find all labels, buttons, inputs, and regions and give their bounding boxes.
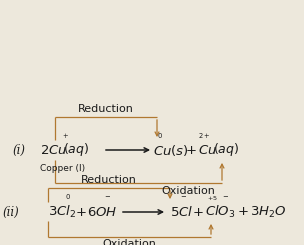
Text: $2\mathit{Cu}$: $2\mathit{Cu}$ bbox=[40, 144, 67, 157]
Text: $5\mathit{Cl}$: $5\mathit{Cl}$ bbox=[170, 205, 193, 219]
Text: $\mathit{Cu}$: $\mathit{Cu}$ bbox=[198, 144, 217, 157]
Text: $\mathit{ClO}_3$: $\mathit{ClO}_3$ bbox=[205, 204, 236, 220]
Text: Oxidation: Oxidation bbox=[102, 239, 157, 245]
Text: $+\,3\mathit{H}_2\mathit{O}$: $+\,3\mathit{H}_2\mathit{O}$ bbox=[237, 204, 287, 220]
Text: Reduction: Reduction bbox=[81, 175, 137, 185]
Text: $\mathit{(aq)}$: $\mathit{(aq)}$ bbox=[213, 142, 239, 159]
Text: $\mathit{(aq)}$: $\mathit{(aq)}$ bbox=[63, 142, 89, 159]
Text: $6\mathit{OH}$: $6\mathit{OH}$ bbox=[87, 206, 117, 219]
Text: $^{2+}$: $^{2+}$ bbox=[198, 133, 211, 143]
Text: $^{-}$: $^{-}$ bbox=[181, 194, 188, 204]
Text: $+$: $+$ bbox=[185, 144, 197, 157]
Text: $^{+}$: $^{+}$ bbox=[62, 133, 69, 143]
Text: $3\mathit{Cl}_2$: $3\mathit{Cl}_2$ bbox=[48, 204, 76, 220]
Text: Reduction: Reduction bbox=[78, 104, 134, 114]
Text: Oxidation: Oxidation bbox=[161, 186, 215, 196]
Text: $+$: $+$ bbox=[192, 206, 204, 219]
Text: $^{-}$: $^{-}$ bbox=[222, 194, 229, 204]
Text: Copper (I): Copper (I) bbox=[40, 164, 85, 173]
Text: $\mathit{Cu(s)}$: $\mathit{Cu(s)}$ bbox=[153, 143, 189, 158]
Text: $+$: $+$ bbox=[75, 206, 87, 219]
Text: $^{+5}$: $^{+5}$ bbox=[207, 195, 218, 204]
Text: (i): (i) bbox=[12, 144, 25, 157]
Text: (ii): (ii) bbox=[2, 206, 19, 219]
Text: $^{0}$: $^{0}$ bbox=[157, 133, 163, 143]
Text: $^{0}$: $^{0}$ bbox=[65, 194, 71, 204]
Text: $^{-}$: $^{-}$ bbox=[105, 194, 112, 204]
